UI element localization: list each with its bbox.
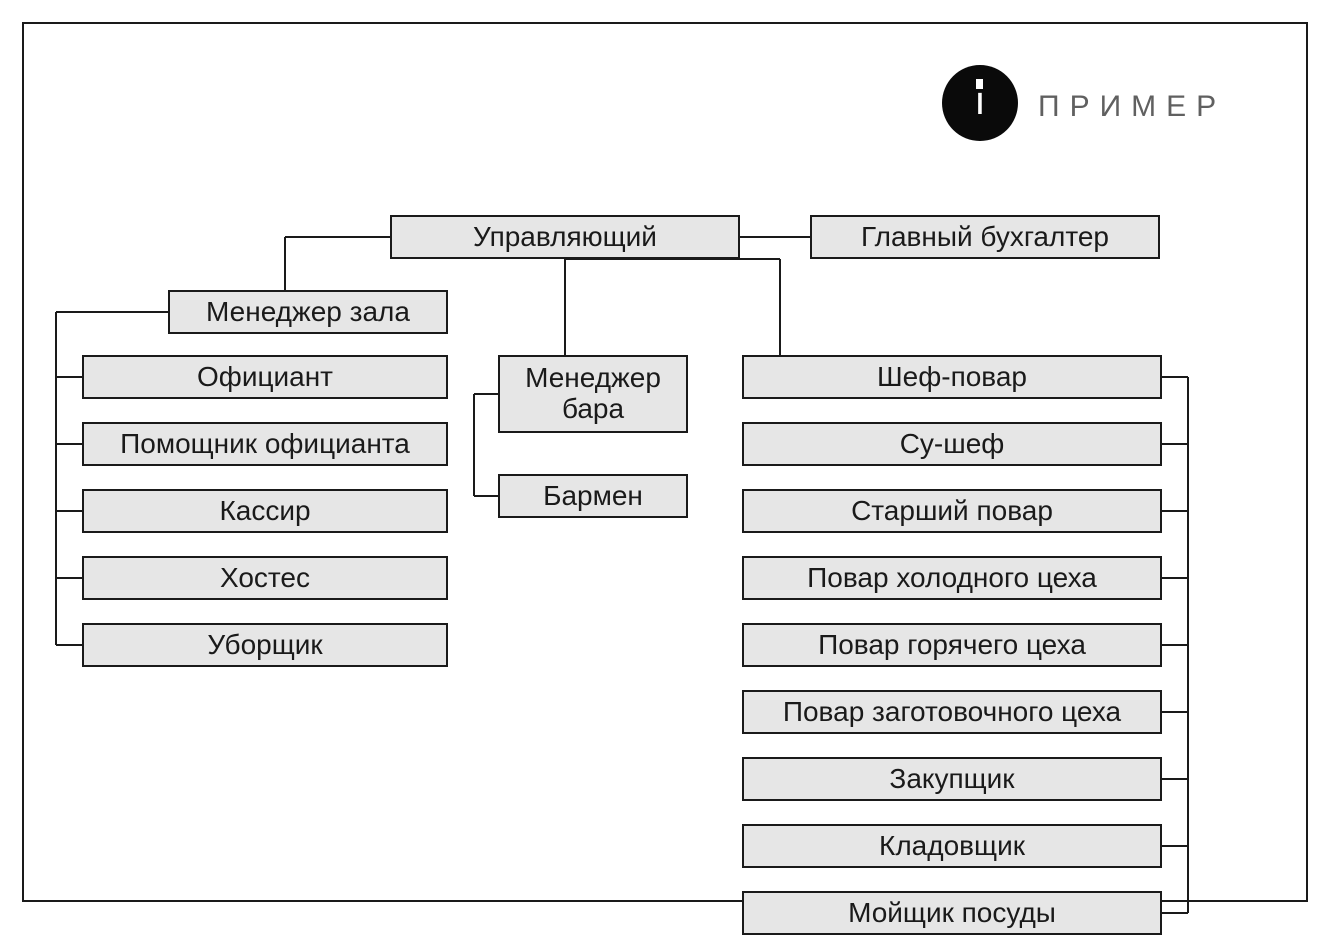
org-node-hall_manager: Менеджер зала [168,290,448,334]
org-node-senior_cook: Старший повар [742,489,1162,533]
org-node-accountant: Главный бухгалтер [810,215,1160,259]
nodes-layer: Управляющий Главный бухгалтер Менеджер зал… [0,0,1326,920]
org-node-prep_cook: Повар заготовочного цеха [742,690,1162,734]
org-node-bar_manager: Менеджер бара [498,355,688,433]
org-node-dishwasher: Мойщик посуды [742,891,1162,935]
org-node-waiter: Официант [82,355,448,399]
org-node-sous_chef: Су-шеф [742,422,1162,466]
org-node-hot_cook: Повар горячего цеха [742,623,1162,667]
org-node-storekeeper: Кладовщик [742,824,1162,868]
org-node-cashier: Кассир [82,489,448,533]
org-node-bartender: Бармен [498,474,688,518]
org-node-cleaner: Уборщик [82,623,448,667]
org-node-cold_cook: Повар холодного цеха [742,556,1162,600]
org-node-hostess: Хостес [82,556,448,600]
org-node-buyer: Закупщик [742,757,1162,801]
org-chart-page: i ПРИМЕР УправляющийГлавный бухгалтерМен… [0,0,1326,920]
org-node-chef: Шеф-повар [742,355,1162,399]
org-node-manager: Управляющий [390,215,740,259]
org-node-waiter_assistant: Помощник официанта [82,422,448,466]
